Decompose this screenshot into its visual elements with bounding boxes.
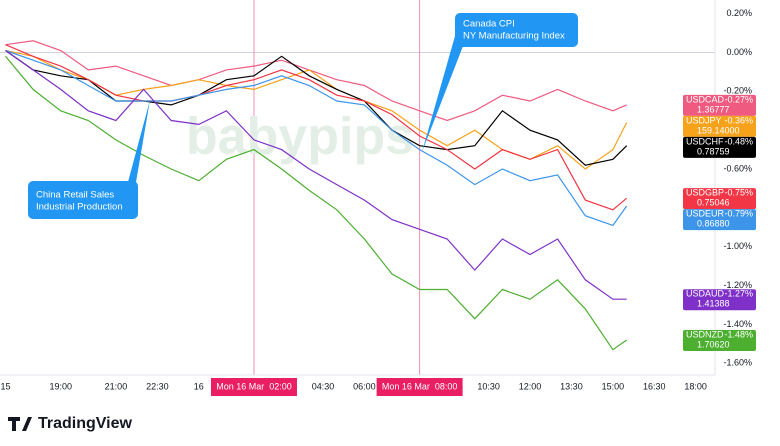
legend-entry: USDAUD bbox=[686, 289, 725, 299]
callout: Canada CPI NY Manufacturing Index bbox=[422, 13, 578, 152]
callout-text: Industrial Production bbox=[36, 202, 123, 213]
y-tick-label: -1.60% bbox=[723, 358, 752, 368]
series-line bbox=[5, 44, 628, 211]
series-label: USDCAD -0.27%1.36777 bbox=[683, 94, 756, 116]
x-tick-label: 06:00 bbox=[353, 381, 376, 391]
event-label-bg bbox=[210, 378, 297, 396]
callout-box bbox=[28, 181, 138, 219]
legend-entry: USDCAD bbox=[686, 94, 725, 104]
grid-layer bbox=[0, 0, 715, 375]
x-tick-label: 12:00 bbox=[519, 381, 542, 391]
callout-text: NY Manufacturing Index bbox=[463, 31, 565, 42]
axis-layer: 0.20% 0.00% -0.20% -0.60% -1.00% -1.20% -1.40%… bbox=[0, 8, 756, 398]
event-label-bg bbox=[376, 378, 463, 396]
x-tick-label: 18:00 bbox=[684, 381, 707, 391]
series-label: USDNZD -1.48%1.70620 bbox=[683, 329, 756, 352]
price-label: 0.75046 bbox=[697, 198, 730, 208]
series-label: USDGBP -0.75%0.75046 bbox=[683, 188, 756, 210]
price-label: 1.36777 bbox=[697, 104, 730, 114]
series-line bbox=[5, 50, 628, 166]
legend-entry: USDCHF bbox=[686, 136, 724, 146]
y-tick-label: -0.60% bbox=[723, 163, 752, 173]
series-label-bg bbox=[683, 188, 756, 210]
y-tick-label: -1.40% bbox=[723, 319, 752, 329]
value-label: -0.36% bbox=[724, 115, 753, 125]
value-label: -0.75% bbox=[724, 188, 753, 198]
legend-entry: USDNZD bbox=[686, 329, 724, 339]
price-label: 1.70620 bbox=[697, 339, 730, 349]
legend-entry: USDGBP bbox=[686, 188, 724, 198]
series-line bbox=[5, 55, 628, 351]
footer-text: TradingView bbox=[38, 415, 133, 432]
x-tick-label: 16:30 bbox=[643, 381, 666, 391]
value-label: -1.27% bbox=[724, 289, 753, 299]
series-line bbox=[5, 40, 627, 122]
value-label: -0.79% bbox=[724, 209, 753, 219]
x-tick-label: 15 bbox=[1, 381, 11, 391]
value-label: -0.48% bbox=[724, 136, 753, 146]
series-label-bg bbox=[683, 115, 756, 137]
x-tick-label: 15:00 bbox=[602, 381, 625, 391]
x-tick-label: 16 bbox=[194, 381, 204, 391]
x-tick-label: 22:30 bbox=[146, 381, 169, 391]
price-label: 1.41388 bbox=[697, 299, 730, 309]
series-label-bg bbox=[683, 330, 756, 352]
callout-text: Canada CPI bbox=[463, 19, 515, 30]
callout-pointer bbox=[422, 36, 463, 152]
x-tick-label: 21:00 bbox=[105, 381, 128, 391]
y-tick-label: 0.20% bbox=[726, 8, 752, 18]
x-tick-label: 19:00 bbox=[49, 381, 72, 391]
y-tick-label: -0.20% bbox=[723, 86, 752, 96]
price-label: 159.14000 bbox=[697, 125, 740, 135]
watermark: babypips bbox=[186, 108, 414, 166]
x-axis-bg bbox=[0, 376, 715, 398]
series-label: USDEUR -0.79%0.86880 bbox=[683, 209, 756, 231]
logo-icon bbox=[8, 417, 32, 431]
price-label: 0.78759 bbox=[697, 146, 730, 156]
callout-box bbox=[455, 13, 578, 47]
x-tick-label: 13:30 bbox=[560, 381, 583, 391]
series-label: USDCHF -0.48%0.78759 bbox=[683, 136, 756, 158]
series-label-bg bbox=[683, 94, 756, 116]
footer-logo: TradingView bbox=[8, 415, 133, 432]
series-label-bg bbox=[683, 209, 756, 231]
y-tick-label: 0.00% bbox=[726, 47, 752, 57]
y-tick-label: -1.20% bbox=[723, 280, 752, 290]
value-label: -0.27% bbox=[724, 94, 753, 104]
series-label-bg bbox=[683, 289, 756, 311]
lines-layer bbox=[5, 40, 628, 351]
series-label: USDJPY -0.36%159.14000 bbox=[683, 115, 756, 137]
series-label: USDAUD -1.27%1.41388 bbox=[683, 289, 756, 311]
value-label: -1.48% bbox=[724, 329, 753, 339]
series-label-bg bbox=[683, 136, 756, 158]
x-tick-label: 04:30 bbox=[312, 381, 335, 391]
event-label: Mon 16 Mar 08:00 bbox=[382, 381, 458, 391]
legend-entry: USDJPY bbox=[686, 115, 722, 125]
series-line bbox=[5, 49, 628, 227]
x-tick-label: 10:30 bbox=[477, 381, 500, 391]
callout-pointer bbox=[128, 100, 150, 182]
callout-text: China Retail Sales bbox=[36, 190, 114, 201]
event-label: Mon 16 Mar 02:00 bbox=[216, 381, 292, 391]
legend-entry: USDEUR bbox=[686, 209, 725, 219]
callout: China Retail Sales Industrial Production bbox=[28, 100, 150, 219]
y-tick-label: -1.00% bbox=[723, 241, 752, 251]
price-label: 0.86880 bbox=[697, 219, 730, 229]
series-line bbox=[5, 50, 627, 300]
